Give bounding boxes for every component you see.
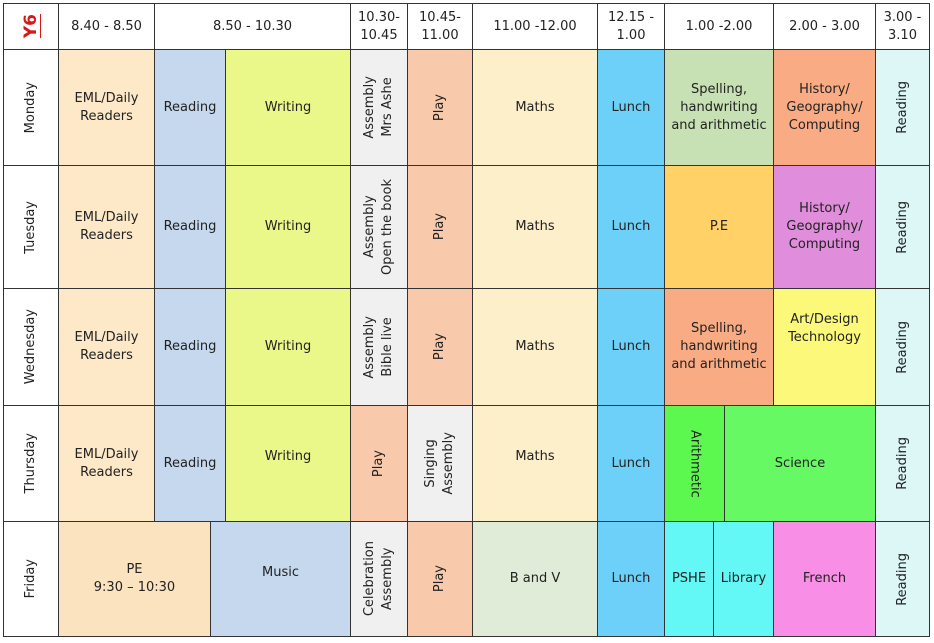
day-label-monday: Monday — [3, 49, 59, 166]
friday-library: Library — [713, 521, 774, 637]
header-time-8: 2.00 - 3.00 — [773, 3, 876, 50]
corner-year-label: Y6 — [3, 3, 59, 50]
monday-assembly: Assembly Mrs Ashe — [350, 49, 408, 166]
friday-pshe: PSHE — [664, 521, 714, 637]
friday-french: French — [773, 521, 876, 637]
monday-maths: Maths — [472, 49, 598, 166]
day-label-wednesday: Wednesday — [3, 288, 59, 406]
monday-play: Play — [407, 49, 473, 166]
friday-reading-end: Reading — [875, 521, 930, 637]
friday-b-and-v: B and V — [472, 521, 598, 637]
wednesday-maths: Maths — [472, 288, 598, 406]
tuesday-assembly: Assembly Open the book — [350, 165, 408, 289]
header-time-4: 10.45- 11.00 — [407, 3, 473, 50]
thursday-play: Play — [350, 405, 408, 522]
monday-writing: Writing — [225, 49, 351, 166]
wednesday-art-design-technology: Art/Design Technology — [773, 288, 876, 406]
wednesday-assembly: Assembly Bible live — [350, 288, 408, 406]
header-time-2: 8.50 - 10.30 — [154, 3, 351, 50]
thursday-maths: Maths — [472, 405, 598, 522]
monday-reading: Reading — [154, 49, 226, 166]
monday-reading-end: Reading — [875, 49, 930, 166]
tuesday-writing: Writing — [225, 165, 351, 289]
thursday-singing-assembly: Singing Assembly — [407, 405, 473, 522]
header-time-3: 10.30- 10.45 — [350, 3, 408, 50]
monday-lunch: Lunch — [597, 49, 665, 166]
monday-history-geography-computing: History/ Geography/ Computing — [773, 49, 876, 166]
thursday-writing: Writing — [225, 405, 351, 522]
day-label-tuesday: Tuesday — [3, 165, 59, 289]
wednesday-spelling-handwriting-arithmetic: Spelling, handwriting and arithmetic — [664, 288, 774, 406]
header-time-5: 11.00 -12.00 — [472, 3, 598, 50]
day-label-thursday: Thursday — [3, 405, 59, 522]
wednesday-reading-end: Reading — [875, 288, 930, 406]
tuesday-eml-daily-readers: EML/Daily Readers — [58, 165, 155, 289]
wednesday-writing: Writing — [225, 288, 351, 406]
wednesday-play: Play — [407, 288, 473, 406]
timetable: Y6 8.40 - 8.50 8.50 - 10.30 10.30- 10.45… — [3, 3, 930, 637]
tuesday-reading: Reading — [154, 165, 226, 289]
wednesday-reading: Reading — [154, 288, 226, 406]
tuesday-history-geography-computing: History/ Geography/ Computing — [773, 165, 876, 289]
tuesday-play: Play — [407, 165, 473, 289]
thursday-science: Science — [724, 405, 876, 522]
friday-pe: PE 9:30 – 10:30 — [58, 521, 211, 637]
friday-celebration-assembly: Celebration Assembly — [350, 521, 408, 637]
header-time-9: 3.00 - 3.10 — [875, 3, 930, 50]
friday-music: Music — [210, 521, 351, 637]
tuesday-lunch: Lunch — [597, 165, 665, 289]
thursday-lunch: Lunch — [597, 405, 665, 522]
friday-play: Play — [407, 521, 473, 637]
monday-spelling-handwriting-arithmetic: Spelling, handwriting and arithmetic — [664, 49, 774, 166]
friday-lunch: Lunch — [597, 521, 665, 637]
tuesday-pe: P.E — [664, 165, 774, 289]
tuesday-maths: Maths — [472, 165, 598, 289]
tuesday-reading-end: Reading — [875, 165, 930, 289]
header-time-1: 8.40 - 8.50 — [58, 3, 155, 50]
header-time-6: 12.15 - 1.00 — [597, 3, 665, 50]
header-time-7: 1.00 -2.00 — [664, 3, 774, 50]
thursday-eml-daily-readers: EML/Daily Readers — [58, 405, 155, 522]
thursday-reading: Reading — [154, 405, 226, 522]
wednesday-eml-daily-readers: EML/Daily Readers — [58, 288, 155, 406]
monday-eml-daily-readers: EML/Daily Readers — [58, 49, 155, 166]
wednesday-lunch: Lunch — [597, 288, 665, 406]
thursday-reading-end: Reading — [875, 405, 930, 522]
day-label-friday: Friday — [3, 521, 59, 637]
thursday-arithmetic: Arithmetic — [664, 405, 725, 522]
